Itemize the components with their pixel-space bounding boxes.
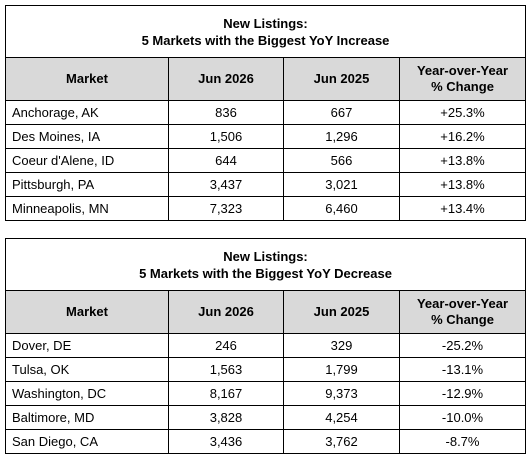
column-header: Market	[5, 290, 169, 334]
table-row: San Diego, CA 3,436 3,762 -8.7%	[5, 429, 527, 454]
data-table: New Listings: 5 Markets with the Biggest …	[5, 5, 526, 221]
market-cell: Coeur d'Alene, ID	[5, 148, 169, 173]
text-line: New Listings:	[223, 15, 308, 31]
table-row: Tulsa, OK 1,563 1,799 -13.1%	[5, 357, 527, 382]
value-cell: 644	[168, 148, 284, 173]
value-cell: 4,254	[283, 405, 400, 430]
value-cell: -8.7%	[398, 429, 527, 454]
text-line: Year-over-Year	[416, 296, 509, 311]
title-row: New Listings: 5 Markets with the Biggest …	[5, 5, 526, 58]
market-cell: Washington, DC	[5, 381, 169, 406]
value-cell: 3,828	[168, 405, 284, 430]
table-title: New Listings: 5 Markets with the Biggest …	[5, 5, 526, 58]
value-cell: -13.1%	[398, 357, 527, 382]
column-header: Jun 2025	[283, 57, 400, 101]
text-line: New Listings:	[223, 248, 308, 264]
value-cell: 3,437	[168, 172, 284, 197]
header-row: Market Jun 2026 Jun 2025 Year-over-Year% Ch…	[5, 57, 526, 101]
text-line: Jun 2025	[313, 304, 370, 319]
text-line: Market	[66, 71, 108, 86]
value-cell: 566	[283, 148, 400, 173]
value-cell: 8,167	[168, 381, 284, 406]
table-row: Coeur d'Alene, ID 644 566 +13.8%	[5, 148, 526, 173]
text-line: Jun 2026	[198, 304, 254, 319]
value-cell: +25.3%	[399, 100, 526, 125]
market-cell: Minneapolis, MN	[5, 196, 169, 221]
value-cell: -25.2%	[398, 333, 527, 358]
value-cell: 3,021	[283, 172, 400, 197]
market-cell: Dover, DE	[5, 333, 169, 358]
text-line: 5 Markets with the Biggest YoY Decrease	[139, 265, 392, 281]
market-cell: Baltimore, MD	[5, 405, 169, 430]
value-cell: 7,323	[168, 196, 284, 221]
text-line: Jun 2026	[198, 71, 254, 86]
column-header: Jun 2026	[168, 57, 284, 101]
table-row: Anchorage, AK 836 667 +25.3%	[5, 100, 526, 125]
value-cell: 1,799	[283, 357, 400, 382]
value-cell: +13.8%	[399, 172, 526, 197]
value-cell: 667	[283, 100, 400, 125]
value-cell: +13.8%	[399, 148, 526, 173]
title-row: New Listings: 5 Markets with the Biggest …	[4, 238, 527, 291]
table-row: Baltimore, MD 3,828 4,254 -10.0%	[5, 405, 527, 430]
value-cell: +16.2%	[399, 124, 526, 149]
table-row: Pittsburgh, PA 3,437 3,021 +13.8%	[5, 172, 526, 197]
value-cell: -12.9%	[398, 381, 527, 406]
value-cell: 1,563	[168, 357, 284, 382]
value-cell: 836	[168, 100, 284, 125]
value-cell: 3,762	[283, 429, 400, 454]
data-table: New Listings: 5 Markets with the Biggest …	[4, 238, 527, 454]
market-cell: Pittsburgh, PA	[5, 172, 169, 197]
market-cell: Des Moines, IA	[5, 124, 169, 149]
column-header: Jun 2026	[168, 290, 284, 334]
column-header: Jun 2025	[283, 290, 400, 334]
text-line: Jun 2025	[313, 71, 370, 86]
text-line: 5 Markets with the Biggest YoY Increase	[141, 32, 390, 48]
table-row: Dover, DE 246 329 -25.2%	[5, 333, 527, 358]
market-cell: Tulsa, OK	[5, 357, 169, 382]
text-line: Year-over-Year	[416, 63, 509, 78]
header-row: Market Jun 2026 Jun 2025 Year-over-Year% Ch…	[5, 290, 527, 334]
value-cell: 1,296	[283, 124, 400, 149]
value-cell: -10.0%	[398, 405, 527, 430]
table-row: Washington, DC 8,167 9,373 -12.9%	[5, 381, 527, 406]
value-cell: 9,373	[283, 381, 400, 406]
column-header: Year-over-Year% Change	[399, 57, 526, 101]
table-title: New Listings: 5 Markets with the Biggest …	[4, 238, 527, 291]
value-cell: 329	[283, 333, 400, 358]
value-cell: +13.4%	[399, 196, 526, 221]
market-cell: Anchorage, AK	[5, 100, 169, 125]
table-row: Minneapolis, MN 7,323 6,460 +13.4%	[5, 196, 526, 221]
value-cell: 1,506	[168, 124, 284, 149]
table-row: Des Moines, IA 1,506 1,296 +16.2%	[5, 124, 526, 149]
value-cell: 246	[168, 333, 284, 358]
text-line: Market	[66, 304, 108, 319]
market-cell: San Diego, CA	[5, 429, 169, 454]
value-cell: 3,436	[168, 429, 284, 454]
text-line: % Change	[431, 312, 494, 327]
text-line: % Change	[431, 79, 494, 94]
column-header: Year-over-Year% Change	[398, 290, 527, 334]
value-cell: 6,460	[283, 196, 400, 221]
column-header: Market	[5, 57, 169, 101]
